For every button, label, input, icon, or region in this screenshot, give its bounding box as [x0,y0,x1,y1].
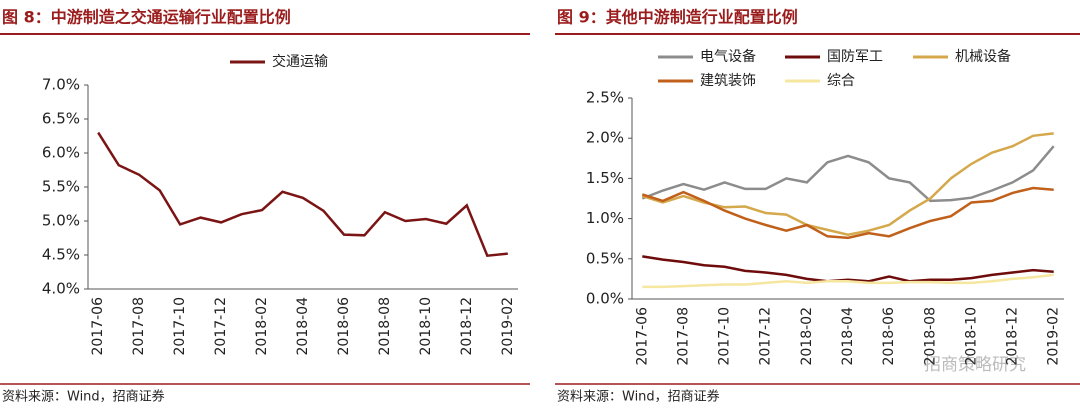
x-tick-label: 2018-06 [336,297,352,356]
y-tick-label: 5.0% [42,212,80,230]
x-tick-label: 2017-08 [131,297,147,356]
watermark: 招商策略研究 [924,355,1026,375]
x-tick-label: 2017-08 [675,307,691,366]
y-tick-label: 6.5% [42,110,80,128]
y-tick-label: 5.5% [42,178,80,196]
x-tick-label: 2018-12 [459,297,475,356]
y-tick-label: 2.0% [586,129,624,147]
x-tick-label: 2018-08 [922,307,938,366]
series-line [641,186,1054,240]
x-tick-label: 2017-06 [90,297,106,356]
x-tick-label: 2019-02 [500,297,516,356]
x-tick-label: 2018-12 [1005,307,1021,366]
series-line [641,145,1055,203]
y-tick-label: 1.5% [586,169,624,187]
source-note: 资料来源：Wind，招商证券 [2,389,165,405]
x-tick-label: 2018-10 [418,297,434,356]
source-note: 资料来源：Wind，招商证券 [557,389,720,405]
y-tick-label: 2.5% [586,89,624,107]
chart-title: 图 8：中游制造之交通运输行业配置比例 [2,8,291,27]
y-tick-label: 4.0% [42,280,80,298]
x-tick-label: 2018-04 [295,297,311,356]
legend-label: 交通运输 [272,53,328,70]
series-line [642,255,1054,283]
legend-label: 建筑装饰 [700,73,756,89]
legend-label: 电气设备 [700,48,756,65]
x-tick-label: 2017-10 [717,307,733,366]
y-tick-label: 7.0% [42,76,80,94]
x-tick-label: 2018-10 [963,307,979,366]
x-tick-label: 2017-06 [634,307,650,366]
x-tick-label: 2018-04 [840,307,856,366]
x-tick-label: 2018-06 [881,307,897,366]
series-line [642,273,1054,289]
legend-label: 机械设备 [955,48,1011,65]
chart-title: 图 9：其他中游制造行业配置比例 [557,8,798,27]
x-tick-label: 2017-12 [758,307,774,366]
series-line [641,132,1054,236]
x-tick-label: 2018-08 [377,297,393,356]
series-line [97,131,508,258]
x-tick-label: 2019-02 [1046,307,1062,366]
x-tick-label: 2017-12 [213,297,229,356]
x-tick-label: 2017-10 [172,297,188,356]
y-tick-label: 0.0% [586,290,624,308]
y-tick-label: 4.5% [42,246,80,264]
y-tick-label: 6.0% [42,144,80,162]
x-tick-label: 2018-02 [254,297,270,356]
y-tick-label: 0.5% [586,249,624,267]
legend-label: 国防军工 [827,49,883,65]
x-tick-label: 2018-02 [799,307,815,366]
y-tick-label: 1.0% [586,209,624,227]
legend-label: 综合 [827,73,855,89]
